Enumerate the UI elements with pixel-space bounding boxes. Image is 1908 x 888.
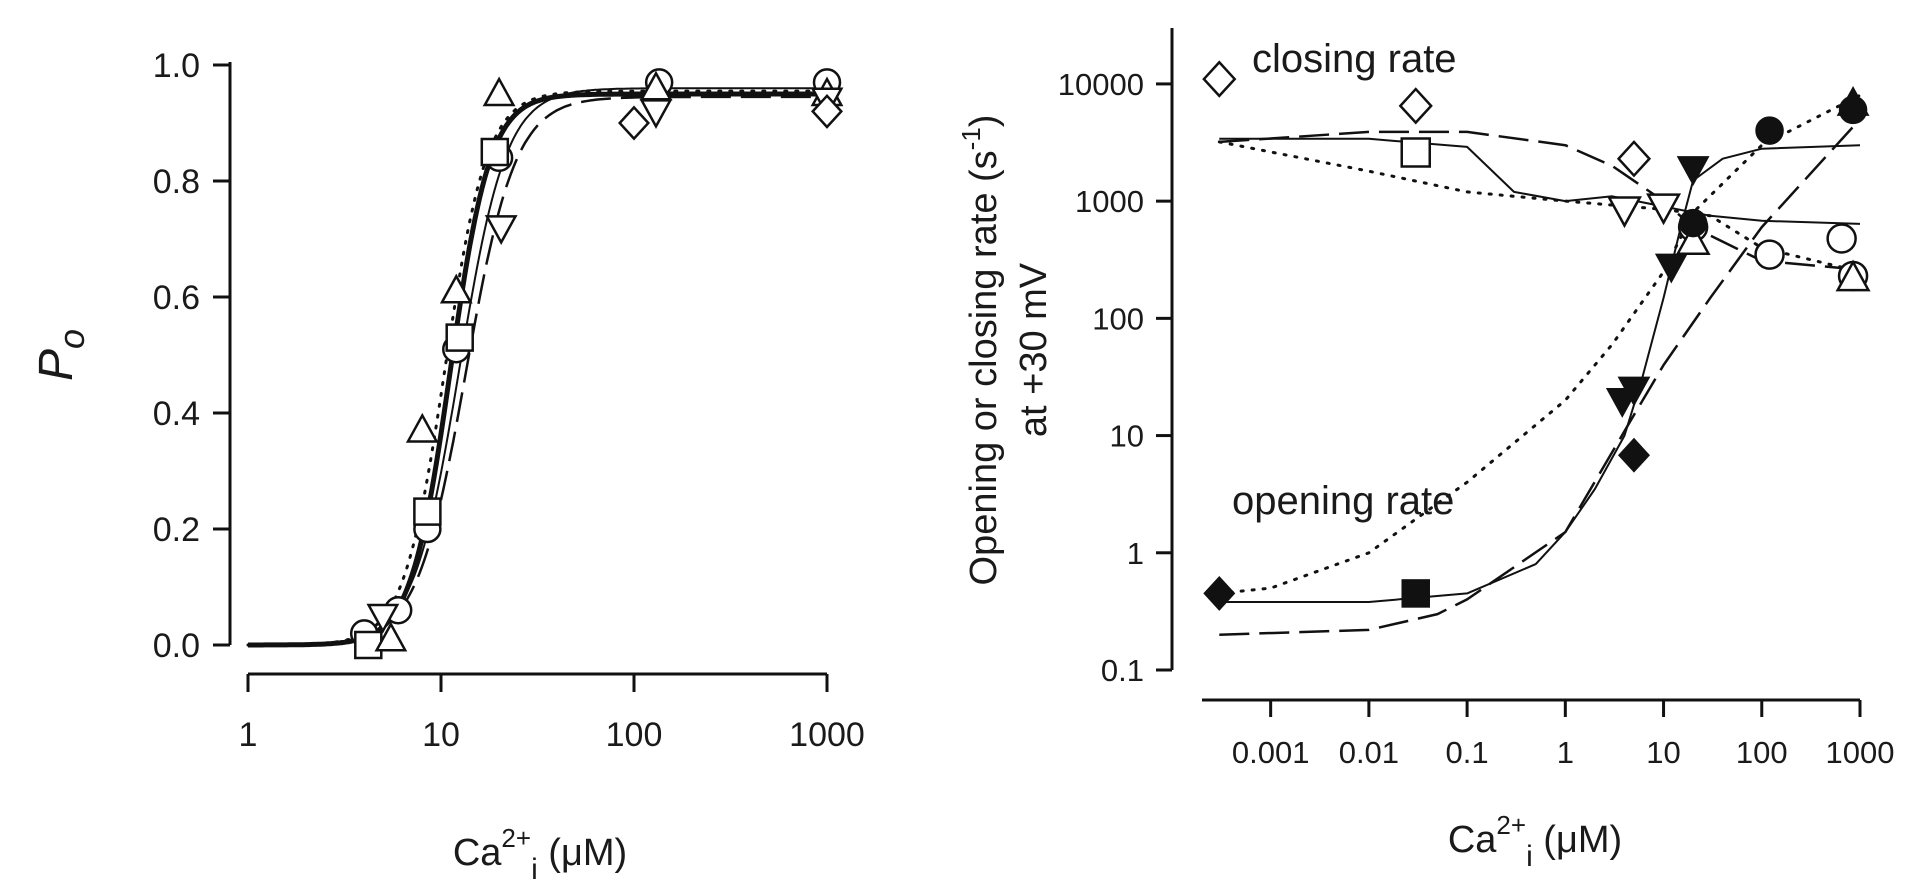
closing-rate-point-square [1400,137,1431,168]
right-x-label-sup: 2+ [1496,810,1526,840]
po-vs-calcium-panel: 0.0 0.2 0.4 0.6 0.8 1.0 1 10 100 1000 Po Ca2+i (… [30,47,865,886]
left-fit-curve-dashed [248,95,827,647]
left-x-label-unit: (μM) [538,832,627,874]
left-fit-curve-thick [248,91,827,648]
right-x-tick-label: 1000 [1826,735,1895,770]
left-x-label-sup: 2+ [501,823,531,853]
left-point-square [413,497,442,526]
left-x-tick-label: 10 [422,716,460,754]
right-y-axis-label-line2: at +30 mV [1013,262,1055,437]
right-y-tick-label: 1 [1127,536,1144,571]
left-fit-curve-dotted [246,89,829,647]
closing-rate-point-circle [1826,223,1857,254]
closing-rate-point-triangle-down [1606,196,1642,229]
closing-rate-point-diamond [1202,60,1237,98]
right-fit-curve-thin [1219,144,1861,603]
left-point-triangle-down [366,603,400,634]
right-y-tick-label: 0.1 [1101,653,1144,688]
left-y-label-main: P [30,349,83,381]
right-x-label-unit: (μM) [1533,819,1622,861]
left-x-tick-label: 100 [606,716,663,754]
closing-rate-point-triangle-up [1675,223,1711,255]
right-y-tick-label: 10 [1110,419,1144,454]
closing-rate-point-diamond [1398,87,1433,125]
right-fit-curve-dotted [1217,93,1862,595]
left-point-square [480,137,510,167]
right-x-tick-label: 0.001 [1232,735,1310,770]
opening-rate-point-triangle-up [1836,86,1870,116]
opening-rate-point-triangle-down [1676,156,1710,187]
closing-rate-point-diamond [1616,140,1652,178]
closing-rate-point-circle [1754,239,1785,270]
left-fit-curve-thin [248,87,827,646]
opening-rate-point-circle [1678,208,1708,238]
opening-rate-point-triangle-down [1617,376,1651,407]
left-point-triangle-down [484,215,518,245]
left-y-axis-label: Po [30,329,92,381]
right-y-axis-label: Opening or closing rate (s-1) [956,115,1005,586]
left-point-square [445,323,474,352]
closing-rate-point-triangle-down [1646,193,1682,226]
left-x-tick-label: 1000 [789,716,865,754]
left-x-label-base: Ca [453,832,502,874]
right-fit-curve-thin [1219,137,1861,225]
left-y-tick-label: 0.2 [153,511,200,549]
right-x-tick-label: 1 [1557,735,1574,770]
left-y-tick-label: 0.8 [153,163,200,201]
opening-rate-point-diamond [1203,575,1236,611]
right-fit-curve-dashed [1219,118,1861,636]
right-x-axis-label: Ca2+i (μM) [1448,810,1622,873]
right-y-label-sup: -1 [956,127,986,150]
left-y-tick-label: 0.6 [153,279,200,317]
right-fit-curve-dashed [1219,130,1861,271]
closing-rate-annotation: closing rate [1252,37,1457,81]
opening-rate-point-diamond [1617,437,1650,473]
left-point-triangle-up [439,273,473,304]
rate-vs-calcium-panel: 0.1 1 10 100 1000 10000 0.001 0.01 0.1 1 10 100 100… [956,28,1894,873]
opening-rate-point-circle [1755,116,1784,145]
right-y-tick-label: 1000 [1075,184,1144,219]
left-point-triangle-up [405,412,439,443]
opening-rate-annotation: opening rate [1232,479,1454,523]
opening-rate-point-square [1401,579,1430,608]
left-x-axis-label: Ca2+i (μM) [453,823,627,886]
left-point-diamond [618,105,650,141]
left-x-label-sub: i [531,853,538,886]
left-point-triangle-up [374,621,408,652]
left-point-triangle-up [482,76,516,107]
opening-rate-point-triangle-down [1654,253,1688,284]
left-y-label-sub: o [51,329,92,349]
right-x-tick-label: 10 [1646,735,1680,770]
right-y-tick-label: 100 [1092,301,1144,336]
right-y-label-close: ) [963,115,1005,128]
right-y-tick-label: 10000 [1058,67,1144,102]
right-x-tick-label: 100 [1736,735,1788,770]
right-x-label-base: Ca [1448,819,1497,861]
left-x-tick-label: 1 [239,716,258,754]
left-y-tick-label: 0.4 [153,395,200,433]
right-x-label-sub: i [1526,840,1533,873]
right-x-tick-label: 0.01 [1339,735,1399,770]
left-point-diamond [811,93,843,129]
closing-rate-point-triangle-up [1835,259,1871,292]
left-y-tick-label: 1.0 [153,47,200,85]
right-y-label-main: Opening or closing rate (s [963,150,1005,585]
right-x-tick-label: 0.1 [1446,735,1489,770]
left-y-tick-label: 0.0 [153,627,200,665]
left-point-square [354,630,383,660]
left-point-triangle-down [639,99,673,129]
